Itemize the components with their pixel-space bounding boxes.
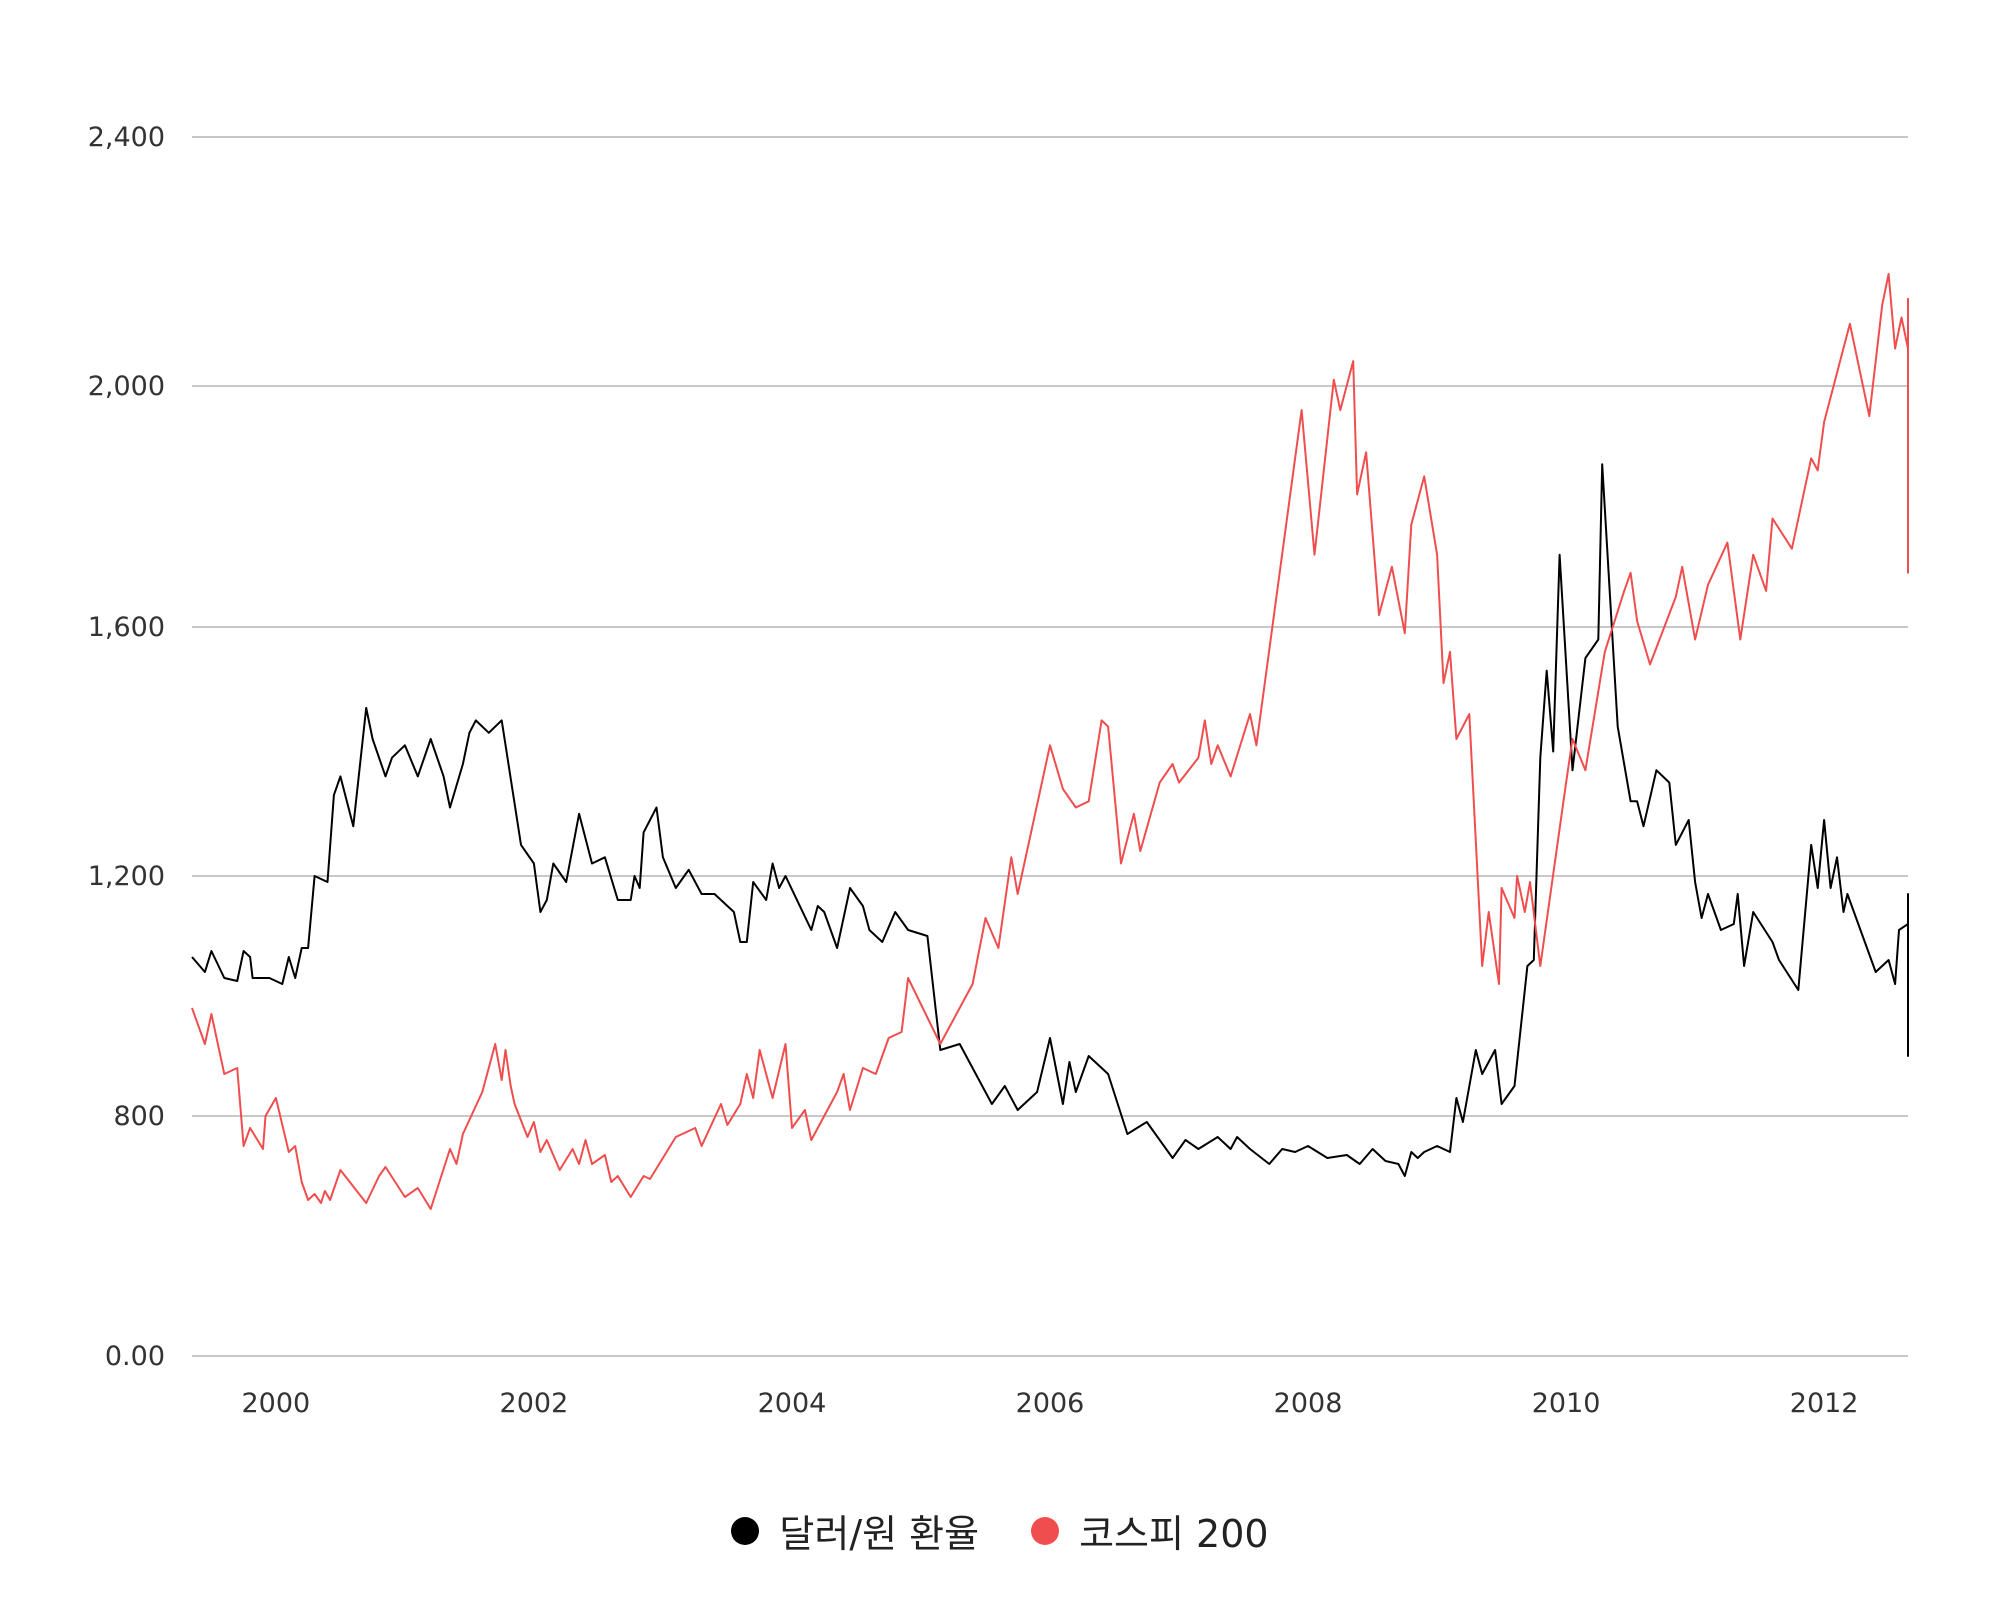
y-tick-label-1: 800 [113, 1101, 165, 1132]
x-tick-label-1: 2002 [500, 1388, 569, 1419]
y-tick-label-4: 2,000 [88, 371, 165, 402]
y-tick-label-0: 0.00 [105, 1341, 165, 1372]
series-line-0 [191, 463, 1909, 1177]
grid-layer [192, 136, 1908, 1357]
x-tick-label-0: 2000 [242, 1388, 311, 1419]
legend-item-kospi200[interactable]: 코스피 200 [1031, 1503, 1269, 1558]
x-tick-label-2: 2004 [758, 1388, 827, 1419]
x-tick-label-6: 2012 [1790, 1388, 1859, 1419]
legend-item-exchange-rate[interactable]: 달러/원 환율 [731, 1503, 979, 1558]
y-tick-label-5: 2,400 [88, 122, 165, 153]
x-tick-label-5: 2010 [1532, 1388, 1601, 1419]
series-line-1 [191, 272, 1909, 1210]
legend: 달러/원 환율 코스피 200 [0, 1503, 2000, 1558]
x-tick-label-3: 2006 [1016, 1388, 1085, 1419]
x-tick-label-4: 2008 [1274, 1388, 1343, 1419]
y-tick-label-2: 1,200 [88, 861, 165, 892]
y-tick-label-3: 1,600 [88, 612, 165, 643]
legend-dot-black [731, 1516, 760, 1545]
axis-layer: 0.00 800 1,200 1,600 2,000 2,400 2000 2002 2004 2… [88, 122, 1859, 1419]
legend-label-exchange-rate: 달러/원 환율 [779, 1512, 980, 1556]
series-layer [191, 272, 1909, 1210]
line-chart: 0.00 800 1,200 1,600 2,000 2,400 2000 2002 2004 2… [88, 122, 1909, 1419]
legend-dot-red [1031, 1516, 1060, 1545]
legend-label-kospi200: 코스피 200 [1079, 1512, 1269, 1556]
